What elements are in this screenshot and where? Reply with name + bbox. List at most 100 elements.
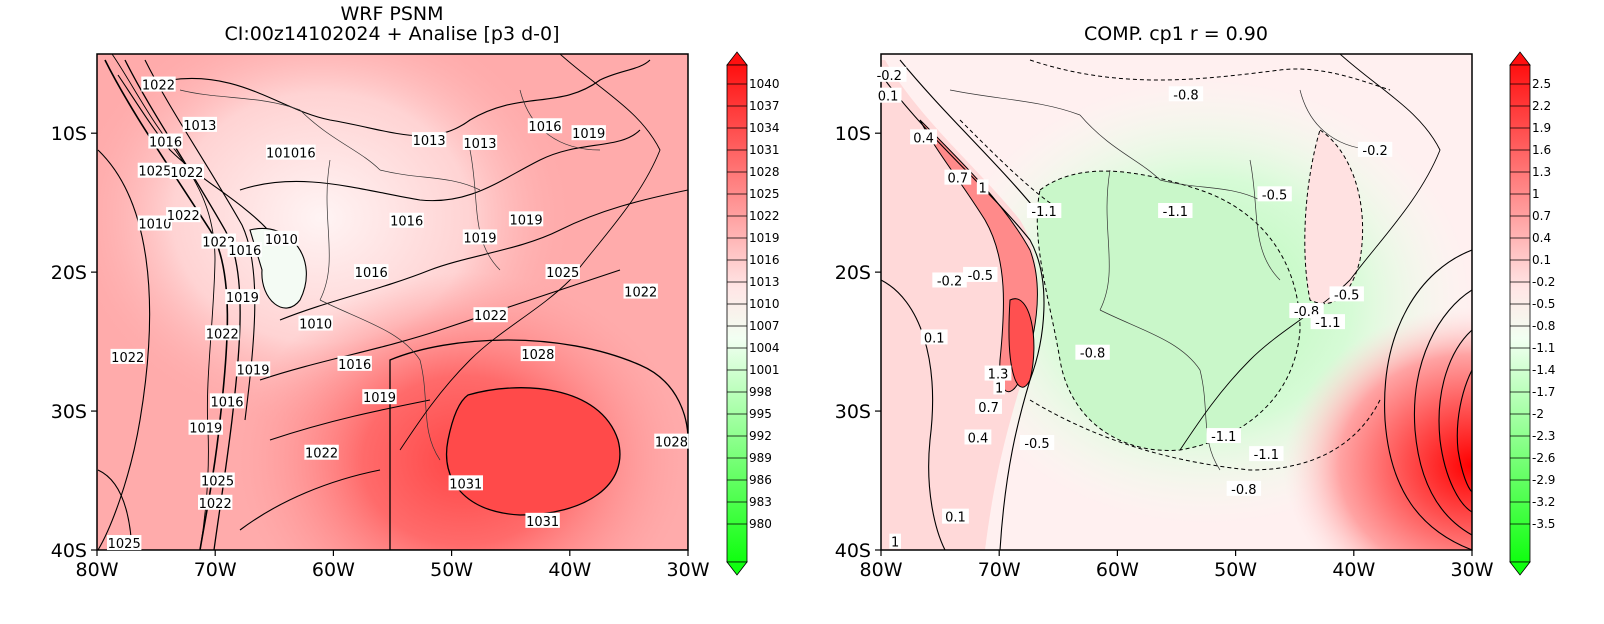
contour-label-bg xyxy=(148,133,183,149)
contour-label-bg xyxy=(110,348,145,364)
colorbar-label: 986 xyxy=(749,473,772,487)
contour-label: 1022 xyxy=(167,209,200,224)
x-tick-label: 50W xyxy=(1214,559,1257,581)
contour-label-bg xyxy=(527,118,563,134)
contour-label-bg xyxy=(932,272,967,288)
contour-label-bg xyxy=(337,355,372,371)
contour-label-bg xyxy=(1310,314,1345,330)
contour-label: 1.3 xyxy=(988,368,1009,383)
colorbar-label: 0.4 xyxy=(1532,231,1551,245)
contour-label-bg xyxy=(963,266,998,282)
colorbar-label: 1034 xyxy=(749,121,780,135)
colorbar-label: 1.3 xyxy=(1532,165,1551,179)
contour-label-bg xyxy=(654,433,689,449)
x-tick-label: 70W xyxy=(978,559,1021,581)
contour-label: 1019 xyxy=(226,291,259,306)
contour-label-bg xyxy=(227,241,262,257)
contour-label-bg xyxy=(976,179,989,195)
colorbar-label: 989 xyxy=(749,451,772,465)
contour-label-bg xyxy=(188,419,223,435)
contour-label: 1013 xyxy=(413,134,446,149)
contour-label: -0.5 xyxy=(968,269,993,284)
contour-label: 101016 xyxy=(266,147,316,162)
contour-label: -0.2 xyxy=(877,69,902,84)
contour-label-bg xyxy=(225,289,260,305)
colorbar-label: 2.5 xyxy=(1532,77,1551,91)
right-eof-field xyxy=(881,54,1472,550)
contour-label-bg xyxy=(1019,435,1055,451)
colorbar-label: 992 xyxy=(749,429,772,443)
colorbar-label: 1031 xyxy=(749,143,780,157)
colorbar-label: 1010 xyxy=(749,297,780,311)
contour-label-bg xyxy=(545,264,580,280)
y-tick-label: 20S xyxy=(835,262,871,284)
colorbar-label: -2 xyxy=(1532,407,1544,421)
contour-label-bg xyxy=(872,66,907,82)
colorbar-label: -1.4 xyxy=(1532,363,1555,377)
contour-label: 1022 xyxy=(170,166,203,181)
contour-label: 0.7 xyxy=(947,172,968,187)
y-tick-label: 40S xyxy=(835,540,871,562)
contour-label: 1028 xyxy=(521,348,554,363)
contour-label-bg xyxy=(1206,428,1241,444)
colorbar-label: 1019 xyxy=(749,231,780,245)
contour-label-bg xyxy=(944,169,972,185)
contour-label: 0.4 xyxy=(913,131,934,146)
contour-label: -0.5 xyxy=(1024,437,1049,452)
x-tick-label: 60W xyxy=(1096,559,1139,581)
right-title: COMP. cp1 r = 0.90 xyxy=(1084,23,1268,45)
colorbar-label: -0.8 xyxy=(1532,319,1555,333)
contour-label-bg xyxy=(389,212,424,228)
contour-label: 1016 xyxy=(210,395,243,410)
colorbar-label: -2.6 xyxy=(1532,451,1555,465)
colorbar-label: -0.5 xyxy=(1532,297,1555,311)
contour-label: -0.8 xyxy=(1231,483,1256,498)
contour-label: 1013 xyxy=(463,137,496,152)
left-colorbar: 1040 1037 1034 1031 1028 1025 1022 1019 1016 1013… xyxy=(726,51,780,576)
contour-label: 1022 xyxy=(305,447,338,462)
contour-label-bg xyxy=(964,429,992,445)
colorbar-label: 2.2 xyxy=(1532,99,1551,113)
contour-label: -1.1 xyxy=(1031,205,1056,220)
x-tick-label: 70W xyxy=(194,559,237,581)
contour-label-bg xyxy=(362,389,397,405)
contour-label: -1.1 xyxy=(1254,448,1279,463)
y-tick-label: 30S xyxy=(51,401,87,423)
contour-label: 1019 xyxy=(363,391,396,406)
contour-label-bg xyxy=(1257,186,1292,202)
x-tick-label: 30W xyxy=(667,559,710,581)
colorbar-label: 0.7 xyxy=(1532,209,1551,223)
contour-label: 1 xyxy=(979,181,987,196)
right-contour-labels: -0.2 0.1 0.4 0.7 1 -0.8 -0.2 -0.5 -1.1 -1.1 -0.2 -0… xyxy=(872,66,1393,551)
contour-label-bg xyxy=(448,475,483,491)
left-y-axis: 10S 20S 30S 40S xyxy=(51,123,97,562)
contour-label: 1010 xyxy=(299,318,332,333)
contour-label-bg xyxy=(1357,141,1393,157)
contour-label: -0.2 xyxy=(937,274,962,289)
x-tick-label: 50W xyxy=(430,559,473,581)
contour-label: 1022 xyxy=(206,327,239,342)
contour-label: 1019 xyxy=(236,363,269,378)
contour-label-bg xyxy=(200,472,235,488)
contour-label-bg xyxy=(508,211,544,227)
contour-label-bg xyxy=(264,230,299,246)
y-tick-label: 10S xyxy=(835,123,871,145)
contour-label-bg xyxy=(209,393,245,409)
contour-label-bg xyxy=(137,162,173,178)
colorbar-label: -1.7 xyxy=(1532,385,1555,399)
contour-label-bg xyxy=(106,535,142,551)
contour-label-bg xyxy=(920,329,948,345)
contour-label: 1016 xyxy=(355,266,388,281)
colorbar-label: 1 xyxy=(1532,187,1540,201)
contour-label-bg xyxy=(993,379,1005,395)
contour-label-bg xyxy=(462,134,498,150)
contour-label: 1022 xyxy=(111,351,144,366)
colorbar-label: 980 xyxy=(749,517,772,531)
contour-label: 1022 xyxy=(199,497,232,512)
contour-label: 1022 xyxy=(202,236,235,251)
contour-label: 1016 xyxy=(228,244,261,259)
x-tick-label: 40W xyxy=(548,559,591,581)
y-tick-label: 10S xyxy=(51,123,87,145)
contour-label-bg xyxy=(182,116,218,132)
